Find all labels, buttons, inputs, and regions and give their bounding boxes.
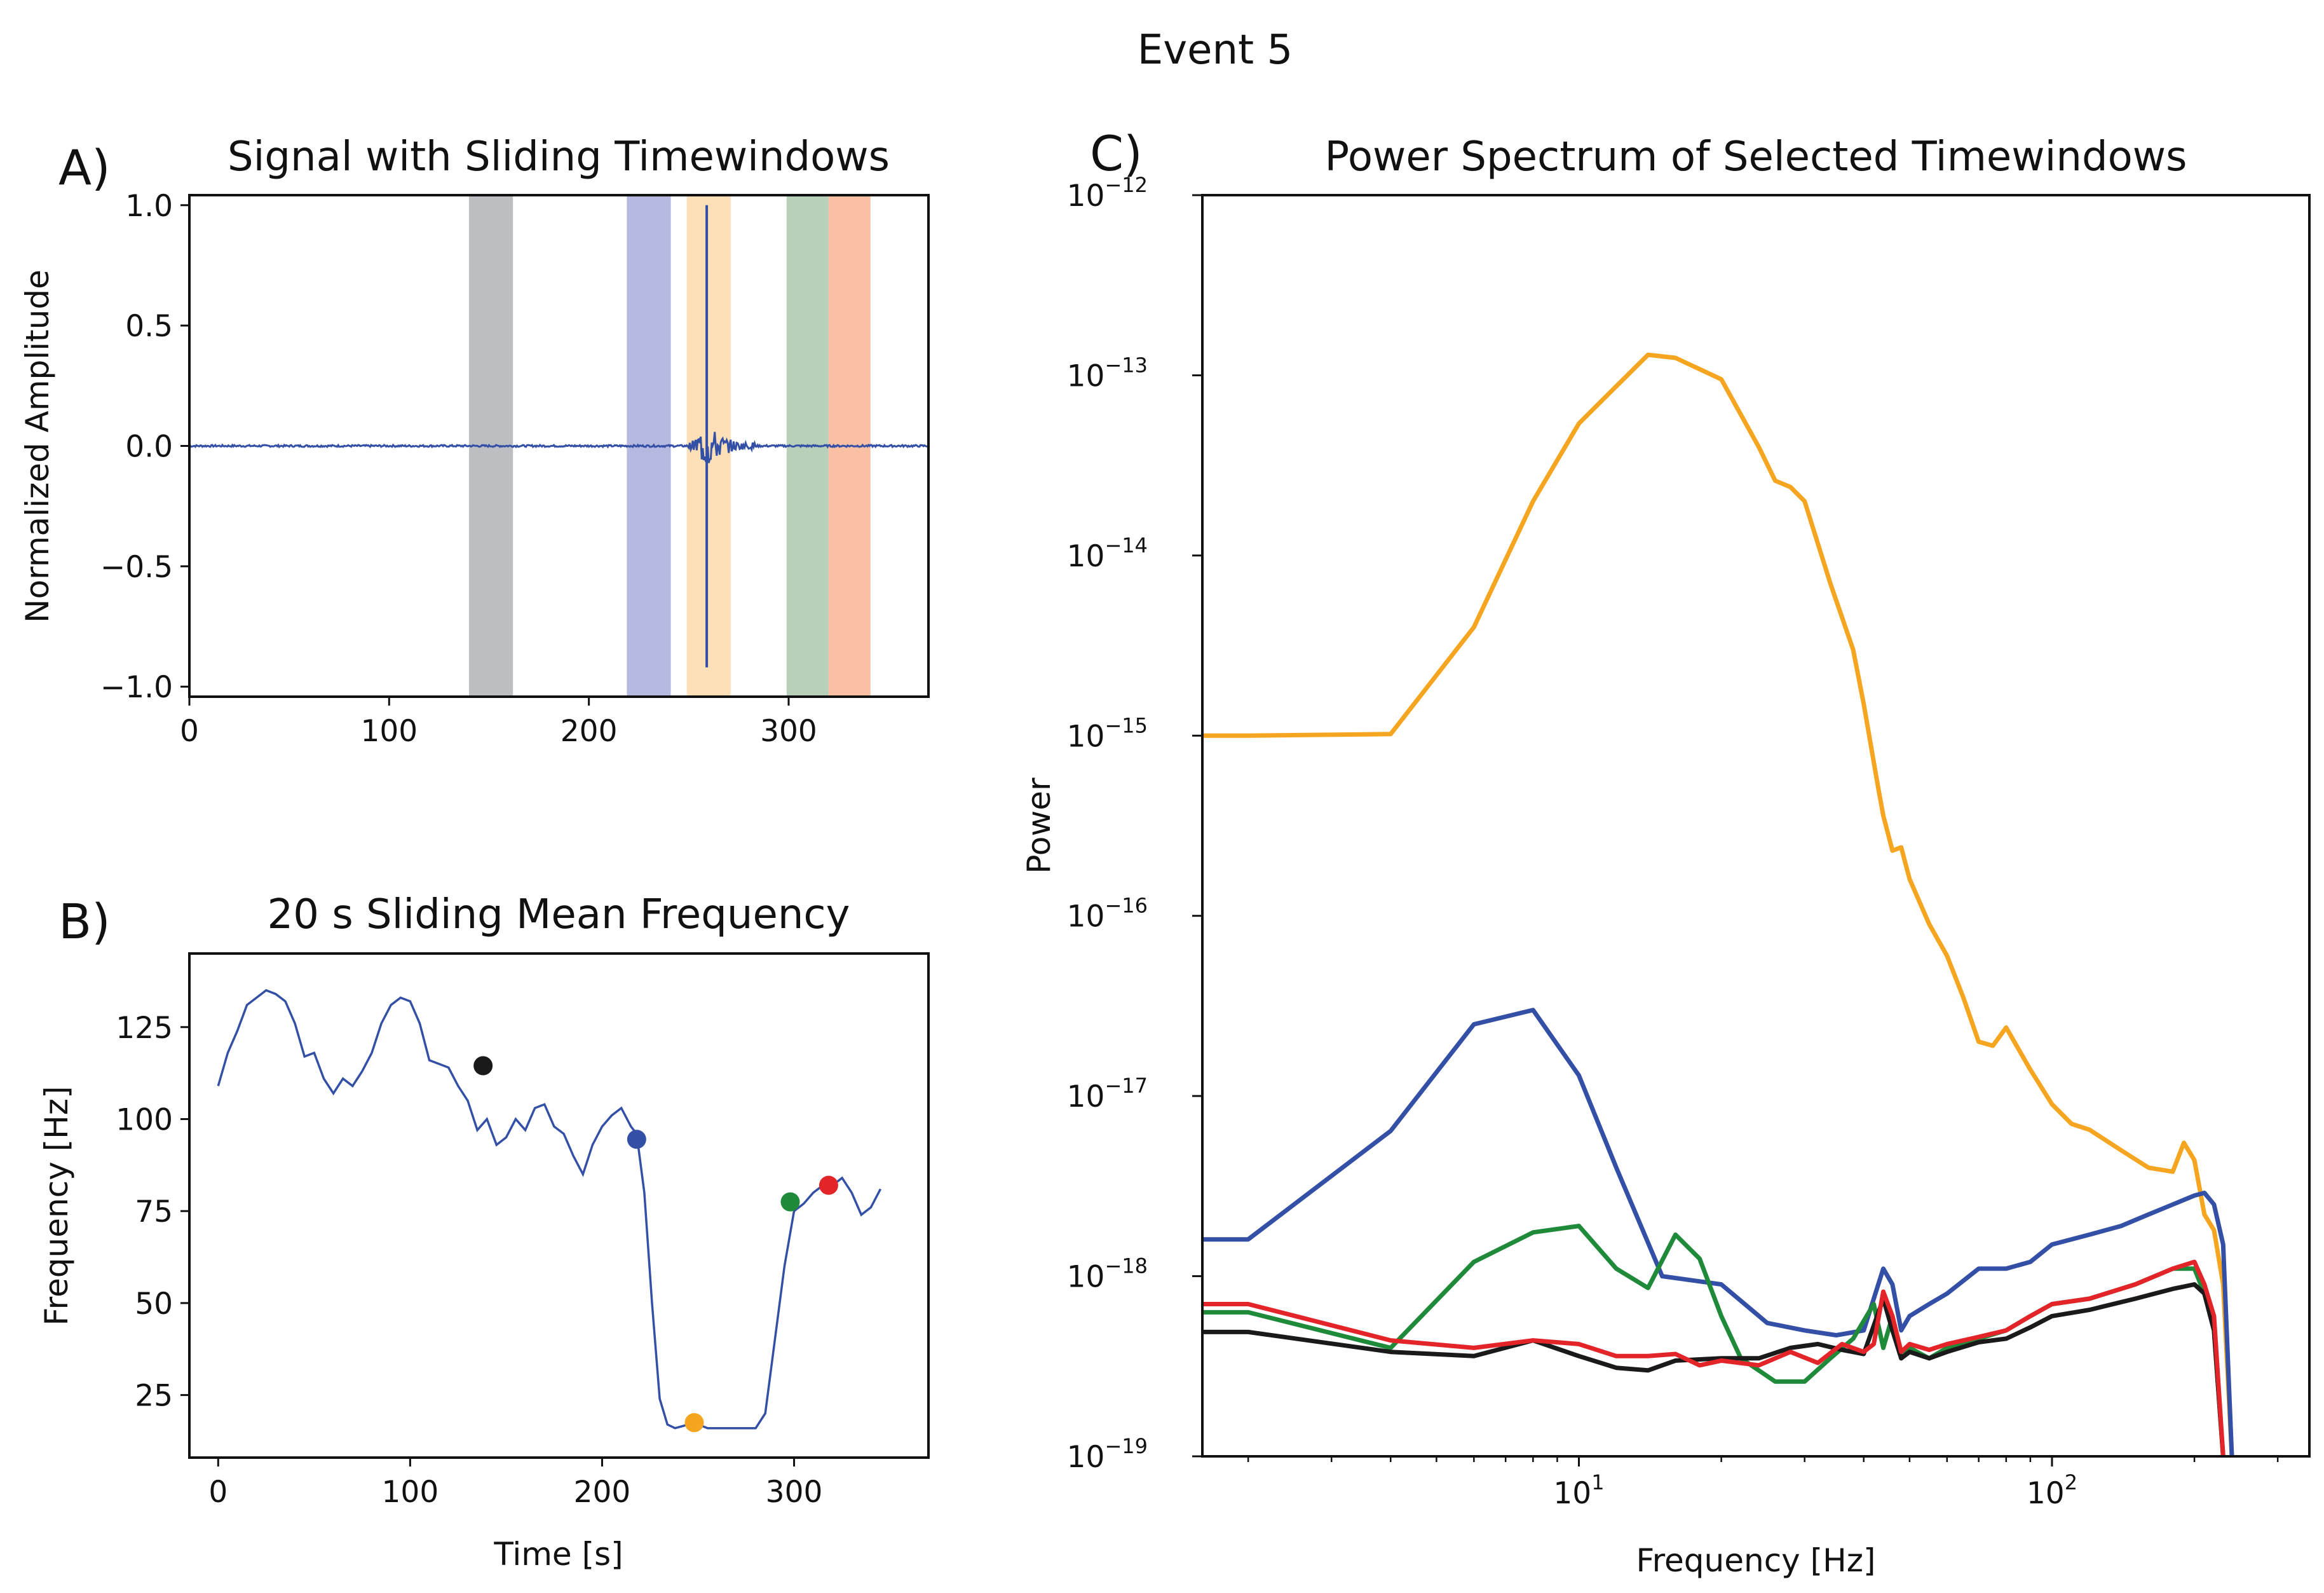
- y-tick-label: 10−14: [1067, 533, 1148, 574]
- panel-a-y-ticks: 1.0 0.5 0.0 −0.5 −1.0: [100, 189, 189, 705]
- panel-b-x-ticks: 0 100 200 300: [208, 1458, 822, 1510]
- spectrum-line-green: [1202, 1224, 2225, 1456]
- panel-c-label: C): [1090, 125, 1143, 182]
- y-tick-label: 75: [135, 1194, 173, 1229]
- panel-b-y-label: Frequency [Hz]: [38, 1086, 75, 1325]
- x-tick-label: 101: [1553, 1470, 1604, 1511]
- x-tick-label: 102: [2027, 1470, 2077, 1511]
- x-tick-label: 100: [382, 1475, 439, 1510]
- panel-a-x-ticks: 0 100 200 300: [180, 697, 817, 749]
- x-tick-label: 300: [760, 714, 817, 749]
- x-tick-label: 0: [208, 1475, 228, 1510]
- y-tick-label: 25: [135, 1379, 173, 1414]
- spectrum-line-red: [1202, 1259, 2225, 1456]
- panel-a-title: Signal with Sliding Timewindows: [228, 133, 890, 181]
- panel-a-label: A): [58, 139, 111, 196]
- mean-frequency-line: [217, 988, 882, 1430]
- y-tick-label: 125: [116, 1011, 173, 1046]
- x-tick-label: 200: [561, 714, 618, 749]
- y-tick-label: 10−13: [1067, 353, 1148, 393]
- panel-c: C) Power Spectrum of Selected Timewindow…: [1021, 125, 2311, 1579]
- y-tick-label: 0.5: [125, 309, 173, 344]
- panel-c-plot-area: [1202, 352, 2234, 1456]
- window-marker-orange: [684, 1413, 704, 1433]
- window-marker-blue: [627, 1130, 646, 1149]
- y-tick-label: 10−17: [1067, 1074, 1148, 1114]
- x-tick-label: 300: [766, 1475, 823, 1510]
- signal-trace: [189, 432, 928, 464]
- y-tick-label: 10−19: [1067, 1434, 1148, 1475]
- panel-c-x-label: Frequency [Hz]: [1636, 1542, 1875, 1579]
- panel-c-y-ticks: 10−12 10−13 10−14 10−15 10−16 10−17 10−18 10−19: [1067, 173, 1202, 1475]
- spectrum-line-orange: [1202, 352, 2234, 1456]
- y-tick-label: 10−16: [1067, 894, 1148, 934]
- y-tick-label: 10−12: [1067, 173, 1148, 214]
- panel-c-y-label: Power: [1021, 777, 1057, 874]
- spectrum-line-black: [1202, 1282, 2225, 1456]
- y-tick-label: 10−15: [1067, 713, 1148, 754]
- y-tick-label: 50: [135, 1287, 173, 1322]
- panel-b-x-label: Time [s]: [493, 1536, 623, 1573]
- panel-c-x-ticks: 101 102: [1247, 1456, 2279, 1511]
- panel-b-y-ticks: 125 100 75 50 25: [116, 1011, 189, 1414]
- window-marker-black: [473, 1056, 493, 1076]
- x-tick-label: 100: [360, 714, 418, 749]
- y-tick-label: 1.0: [125, 189, 173, 224]
- y-tick-label: −1.0: [100, 670, 173, 705]
- figure-title: Event 5: [1138, 27, 1293, 74]
- panel-b: B) 20 s Sliding Mean Frequency 0 100 200 30…: [38, 891, 930, 1573]
- panel-b-axes-frame: [188, 952, 930, 1459]
- panel-b-label: B): [58, 893, 111, 950]
- y-tick-label: 100: [116, 1102, 173, 1137]
- x-tick-label: 0: [180, 714, 199, 749]
- panel-b-plot-area: [217, 988, 882, 1433]
- spectrum-line-blue: [1202, 1008, 2234, 1456]
- x-tick-label: 200: [574, 1475, 631, 1510]
- y-tick-label: 10−18: [1067, 1254, 1148, 1295]
- y-tick-label: −0.5: [100, 550, 173, 585]
- window-marker-red: [819, 1175, 838, 1195]
- y-tick-label: 0.0: [125, 430, 173, 465]
- window-marker-green: [780, 1192, 800, 1212]
- panel-a-plot-area: [189, 205, 928, 667]
- panel-c-axes-frame: [1201, 194, 2311, 1458]
- panel-a: A) Signal with Sliding Timewindows 0 100 2…: [19, 133, 930, 749]
- panel-b-title: 20 s Sliding Mean Frequency: [268, 891, 850, 938]
- panel-c-title: Power Spectrum of Selected Timewindows: [1325, 133, 2187, 181]
- panel-a-y-label: Normalized Amplitude: [19, 270, 56, 623]
